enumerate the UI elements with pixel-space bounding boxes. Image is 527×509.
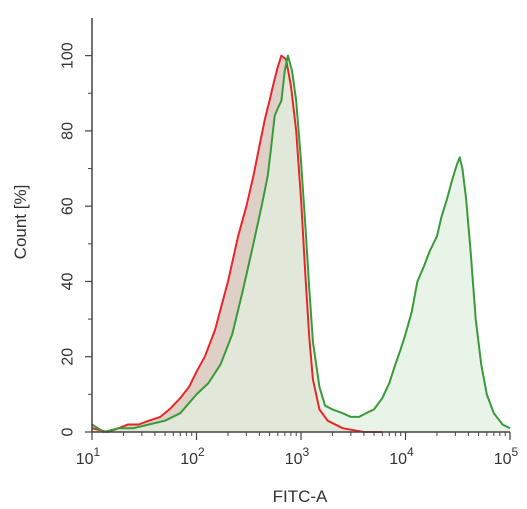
y-axis-title: Count [%] [11,185,30,260]
series-2-line [91,54,511,433]
x-tick-label: 103 [285,445,310,468]
y-tick-label: 20 [60,348,77,366]
x-tick-exponent: 1 [94,445,101,459]
y-tick-label: 0 [60,427,77,436]
x-tick-base: 10 [389,451,407,468]
plot-area [91,54,511,433]
x-tick-base: 10 [76,451,94,468]
x-tick-exponent: 5 [512,445,519,459]
x-tick-label: 105 [494,445,519,468]
y-tick-label: 60 [60,197,77,215]
x-ticks: 101 102 103 104 105 [76,432,519,468]
x-tick-base: 10 [285,451,303,468]
x-tick-exponent: 2 [198,445,205,459]
y-ticks: 0 20 40 60 80 100 [60,42,92,436]
y-tick-label: 40 [60,272,77,290]
series-2-fill [92,55,510,432]
y-tick-label: 80 [60,122,77,140]
x-tick-label: 104 [389,445,414,468]
x-tick-label: 101 [76,445,101,468]
series-1-line [91,54,383,433]
x-tick-exponent: 3 [303,445,310,459]
y-tick-label: 100 [60,42,77,69]
x-tick-exponent: 4 [407,445,414,459]
x-axis-title: FITC-A [273,487,328,506]
x-tick-label: 102 [180,445,205,468]
x-tick-base: 10 [494,451,512,468]
x-tick-base: 10 [180,451,198,468]
